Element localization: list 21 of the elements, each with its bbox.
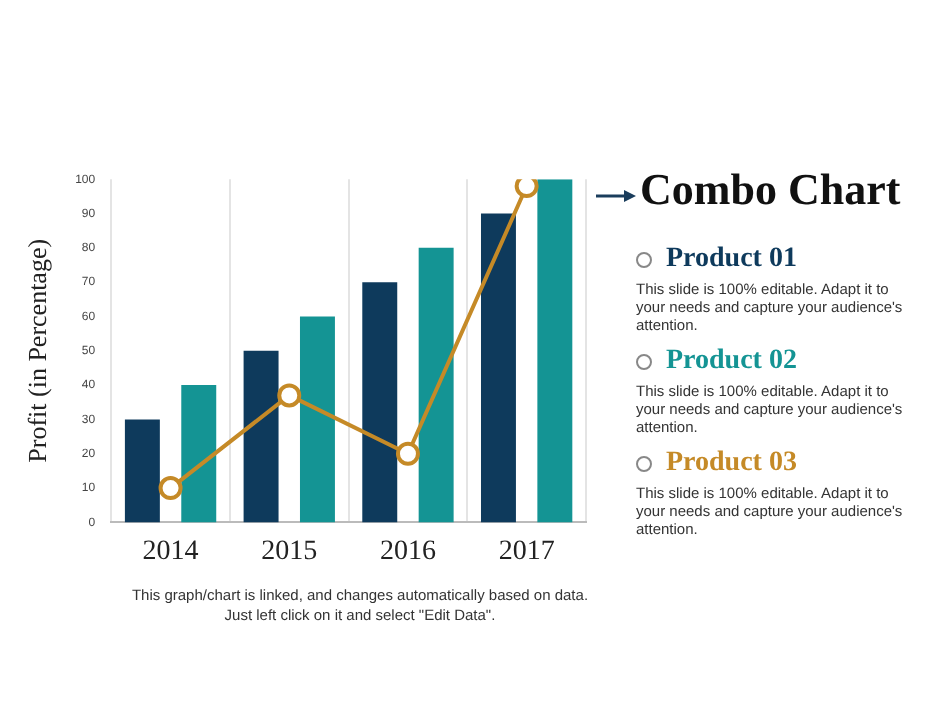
- bar: [181, 385, 217, 523]
- point: [277, 383, 302, 408]
- bar: [537, 179, 573, 523]
- y-axis-title: Profit (in Percentage): [22, 238, 53, 463]
- point: [158, 476, 183, 501]
- bar: [124, 419, 160, 523]
- point: [395, 441, 420, 466]
- text: Combo Chart: [640, 164, 901, 216]
- bar: [362, 282, 398, 523]
- x-tick-label: 2015: [261, 536, 318, 567]
- text: Product 02: [666, 346, 797, 378]
- text: Product 03: [666, 448, 797, 480]
- x-tick-label: 2017: [498, 536, 555, 567]
- bar: [243, 350, 279, 523]
- point: [514, 179, 539, 199]
- x-tick-label: 2014: [142, 536, 199, 567]
- text: Product 01: [666, 244, 797, 276]
- bar: [480, 213, 516, 523]
- bar: [299, 316, 335, 523]
- bar: [418, 247, 454, 523]
- x-tick-label: 2016: [379, 536, 436, 567]
